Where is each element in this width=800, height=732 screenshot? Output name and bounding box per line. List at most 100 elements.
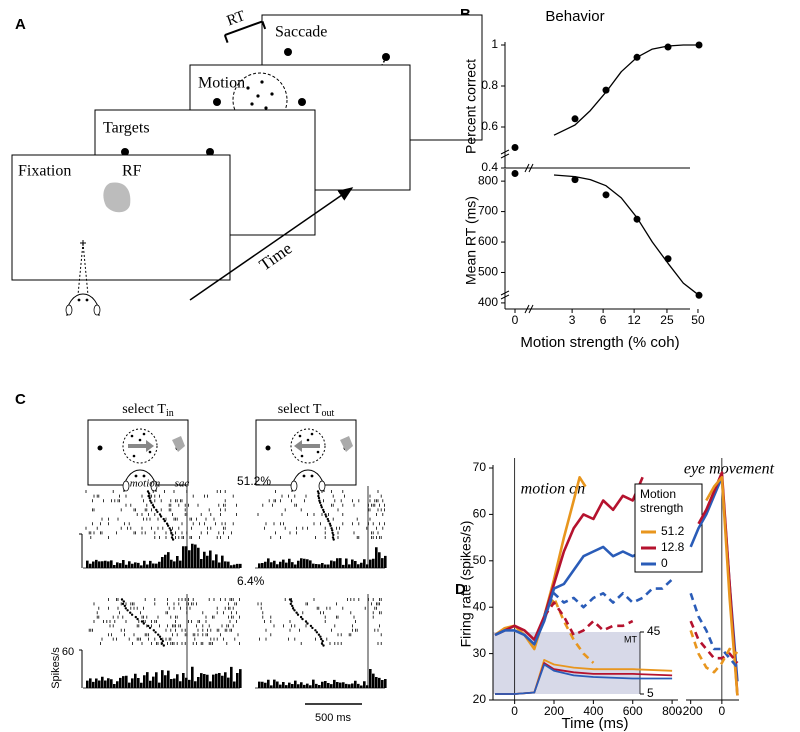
inset-band — [493, 632, 640, 694]
data-point — [571, 115, 579, 123]
axis-break — [524, 304, 534, 314]
dashed-line — [543, 578, 673, 618]
choice-icons: select Tin select Tout motion sac 51.2% … — [50, 402, 362, 724]
y-tick-label: 30 — [473, 646, 487, 660]
y-tick-label: 40 — [473, 599, 487, 613]
dashed-line — [543, 596, 595, 664]
panel-label: C — [15, 391, 26, 408]
data-point — [695, 41, 703, 49]
y2-tick-label: 5 — [647, 686, 654, 700]
series-line — [553, 44, 699, 136]
data-point — [571, 176, 579, 184]
y-tick-label: 0.8 — [481, 78, 498, 92]
select-label: select Tout — [278, 402, 335, 419]
time-label: Time — [256, 239, 296, 275]
select-sub: out — [321, 408, 334, 419]
x-tick-label: 12 — [627, 313, 641, 327]
rt-label: RT — [225, 8, 248, 29]
annotation: eye movement — [684, 461, 775, 478]
panel-label: D — [455, 581, 466, 598]
legend-label: 0 — [661, 556, 668, 570]
dashed-line — [689, 592, 739, 669]
screen: Fixation RF — [11, 154, 231, 317]
x-tick-label: 400 — [583, 704, 603, 718]
histogram — [258, 669, 387, 688]
onset-markers — [316, 490, 335, 541]
y-tick-label: 20 — [473, 692, 487, 706]
dashed-line — [689, 629, 739, 674]
chart: 5 45 MT 20 30 40 50 60 70 0 200 400 600 800 Firing rat… — [458, 458, 703, 732]
onset-markers — [288, 598, 325, 647]
x-tick-label: 0 — [719, 704, 726, 718]
select-text: select T — [122, 402, 166, 417]
x-tick-label: 800 — [662, 704, 682, 718]
legend-box — [634, 483, 703, 573]
coherence-label: 6.4% — [237, 574, 265, 588]
data-point — [602, 191, 610, 199]
data-point — [511, 170, 519, 178]
y-tick-label: 500 — [478, 265, 498, 279]
y-tick-label: 70 — [473, 460, 487, 474]
time-arrow — [189, 187, 354, 301]
legend-title: Motion strength — [640, 487, 684, 515]
y-tick-label: 400 — [478, 295, 498, 309]
y-axis-label: Percent correct — [463, 59, 479, 154]
y-tick-label: 700 — [478, 204, 498, 218]
y-tick-label: 60 — [473, 507, 487, 521]
select-text: select T — [278, 402, 322, 417]
histogram — [86, 666, 242, 688]
rt-bracket: RT — [223, 8, 267, 43]
motion-label: motion — [130, 478, 161, 490]
y-axis-label: Firing rate (spikes/s) — [458, 521, 474, 648]
select-sub: in — [166, 408, 174, 419]
dashed-line — [689, 620, 739, 664]
x-tick-label: 3 — [569, 313, 576, 327]
chart: 0.4 0.6 0.8 1 Behavior Percent correct — [463, 8, 703, 174]
annotation: motion on — [521, 481, 585, 498]
x-tick-label: 600 — [623, 704, 643, 718]
legend-label: 51.2 — [661, 524, 685, 538]
spikes-label: Spikes/s — [50, 647, 62, 689]
legend-label: 12.8 — [661, 540, 685, 554]
x-axis-label: Time (ms) — [562, 715, 629, 732]
x-axis-label: Motion strength (% coh) — [520, 334, 679, 351]
series-line — [705, 476, 739, 696]
panel-label: A — [15, 16, 26, 33]
series-line — [495, 663, 673, 695]
y-tick-label: 600 — [478, 234, 498, 248]
scale-bar-label: 500 ms — [315, 712, 352, 724]
axis-break — [524, 163, 534, 173]
onset-markers — [120, 598, 165, 647]
screen-label: Motion — [198, 75, 245, 92]
panel-label: B — [460, 6, 471, 23]
y-tick-label: 0.6 — [481, 119, 498, 133]
chart: 400 500 600 700 800 0 3 6 12 25 50 Mean RT (ms) Moti… — [463, 169, 705, 351]
sac-label: sac — [175, 478, 190, 490]
data-point — [511, 144, 519, 151]
histogram — [86, 543, 242, 568]
monkey-head — [65, 293, 101, 317]
x-tick-label: -200 — [679, 704, 703, 718]
screen-label: Targets — [103, 120, 150, 137]
rf-label: RF — [122, 163, 142, 180]
inset-label: MT — [624, 634, 637, 644]
x-tick-label: 200 — [544, 704, 564, 718]
axis-break — [500, 290, 510, 300]
y-tick-label: 1 — [491, 37, 498, 51]
series-line — [553, 174, 700, 296]
x-tick-label: 0 — [512, 313, 519, 327]
x-tick-label: 0 — [511, 704, 518, 718]
data-point — [664, 255, 672, 263]
scale-tick-label: 60 — [62, 646, 74, 658]
onset-markers — [146, 490, 175, 541]
y-axis-label: Mean RT (ms) — [463, 196, 479, 285]
scale-axis — [79, 533, 83, 688]
axis-break — [500, 149, 510, 159]
chart-title: Behavior — [545, 8, 604, 25]
y-tick-label: 0.4 — [481, 160, 498, 174]
raster — [85, 490, 237, 539]
raster — [257, 598, 382, 645]
x-tick-label: 6 — [600, 313, 607, 327]
